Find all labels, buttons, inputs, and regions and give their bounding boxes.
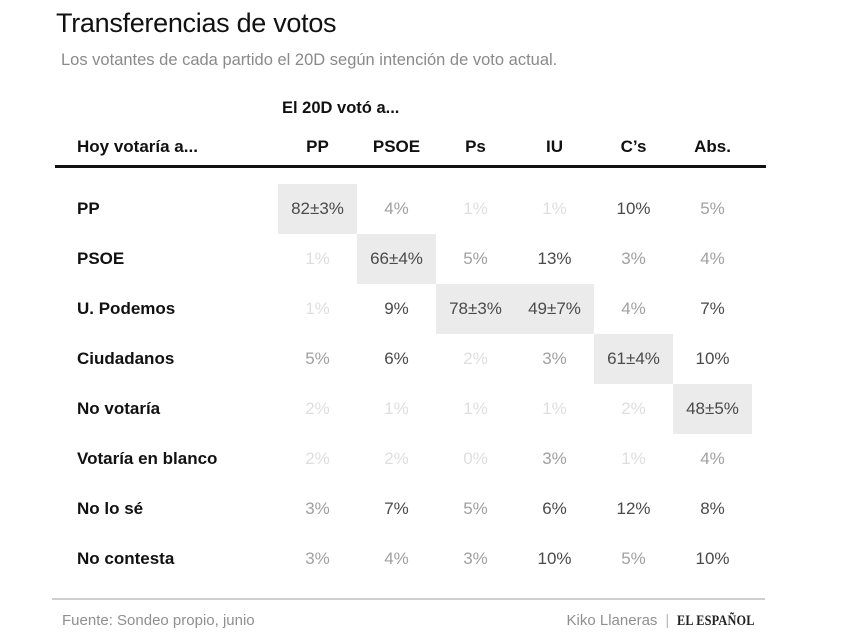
- table-cell: 3%: [542, 349, 567, 368]
- table-cell: 10%: [695, 349, 730, 368]
- table-cell: 12%: [616, 499, 651, 518]
- row-header-label: Hoy votaría a...: [77, 137, 198, 156]
- table-cell: 3%: [621, 249, 646, 268]
- row-label: No votaría: [77, 399, 161, 418]
- table-cell-highlighted: 78±3%: [436, 284, 515, 334]
- table-cell: 1%: [621, 449, 646, 468]
- table-cell: 4%: [700, 449, 725, 468]
- table-cell: 10%: [537, 549, 572, 568]
- credit: Kiko Llaneras | EL ESPAÑOL: [567, 612, 758, 630]
- table-cell-highlighted: 61±4%: [594, 334, 673, 384]
- table-cell: 3%: [305, 549, 330, 568]
- column-header: Ps: [465, 137, 486, 156]
- brand-logo: EL ESPAÑOL: [677, 613, 755, 629]
- row-label: PP: [77, 199, 100, 218]
- table-cell: 1%: [463, 199, 488, 218]
- table-cell: 2%: [621, 399, 646, 418]
- row-label: No contesta: [77, 549, 175, 568]
- table-cell: 4%: [384, 549, 409, 568]
- table-cell: 10%: [695, 549, 730, 568]
- table-cell: 2%: [384, 449, 409, 468]
- table-cell: 2%: [305, 399, 330, 418]
- table-cell: 5%: [700, 199, 725, 218]
- footer-rule: [52, 598, 765, 600]
- table-cell-highlighted: 66±4%: [357, 234, 436, 284]
- credit-separator: |: [665, 612, 670, 629]
- table-cell: 1%: [463, 399, 488, 418]
- table-cell: 6%: [384, 349, 409, 368]
- column-group-label: El 20D votó a...: [282, 99, 400, 117]
- table-cell: 1%: [305, 249, 330, 268]
- table-cell: 9%: [384, 299, 409, 318]
- column-header: PP: [306, 137, 329, 156]
- row-label: Ciudadanos: [77, 349, 175, 368]
- table-cell: 4%: [384, 199, 409, 218]
- table-cell: 5%: [463, 249, 488, 268]
- table-cell: 4%: [700, 249, 725, 268]
- table-cell: 7%: [700, 299, 725, 318]
- row-label: U. Podemos: [77, 299, 176, 318]
- column-header: IU: [546, 137, 563, 156]
- table-cell: 1%: [542, 199, 567, 218]
- table-cell: 5%: [621, 549, 646, 568]
- table-cell: 2%: [463, 349, 488, 368]
- table-cell: 3%: [463, 549, 488, 568]
- table-cell-highlighted: 82±3%: [278, 184, 357, 234]
- table-cell: 10%: [616, 199, 651, 218]
- table-cell-highlighted: 48±5%: [673, 384, 752, 434]
- table-cell: 13%: [537, 249, 572, 268]
- table-cell: 1%: [305, 299, 330, 318]
- column-header: PSOE: [372, 137, 421, 156]
- table-cell: 0%: [463, 449, 488, 468]
- author-name: Kiko Llaneras: [566, 612, 658, 629]
- table-cell: 3%: [542, 449, 567, 468]
- row-label: Votaría en blanco: [77, 449, 218, 468]
- chart-subtitle: Los votantes de cada partido el 20D segú…: [61, 51, 558, 69]
- row-label: PSOE: [77, 249, 125, 268]
- table-cell: 6%: [542, 499, 567, 518]
- table-cell: 8%: [700, 499, 725, 518]
- header-rule: [55, 165, 766, 168]
- table-cell-highlighted: 49±7%: [515, 284, 594, 334]
- table-cell: 5%: [305, 349, 330, 368]
- table-cell: 1%: [384, 399, 409, 418]
- source-note: Fuente: Sondeo propio, junio: [62, 612, 255, 629]
- column-header: C’s: [620, 137, 647, 156]
- table-cell: 7%: [384, 499, 409, 518]
- table-cell: 5%: [463, 499, 488, 518]
- row-label: No lo sé: [77, 499, 144, 518]
- table-cell: 4%: [621, 299, 646, 318]
- table-cell: 2%: [305, 449, 330, 468]
- column-header: Abs.: [694, 137, 731, 156]
- table-cell: 1%: [542, 399, 567, 418]
- table-cell: 3%: [305, 499, 330, 518]
- chart-title: Transferencias de votos: [56, 8, 337, 38]
